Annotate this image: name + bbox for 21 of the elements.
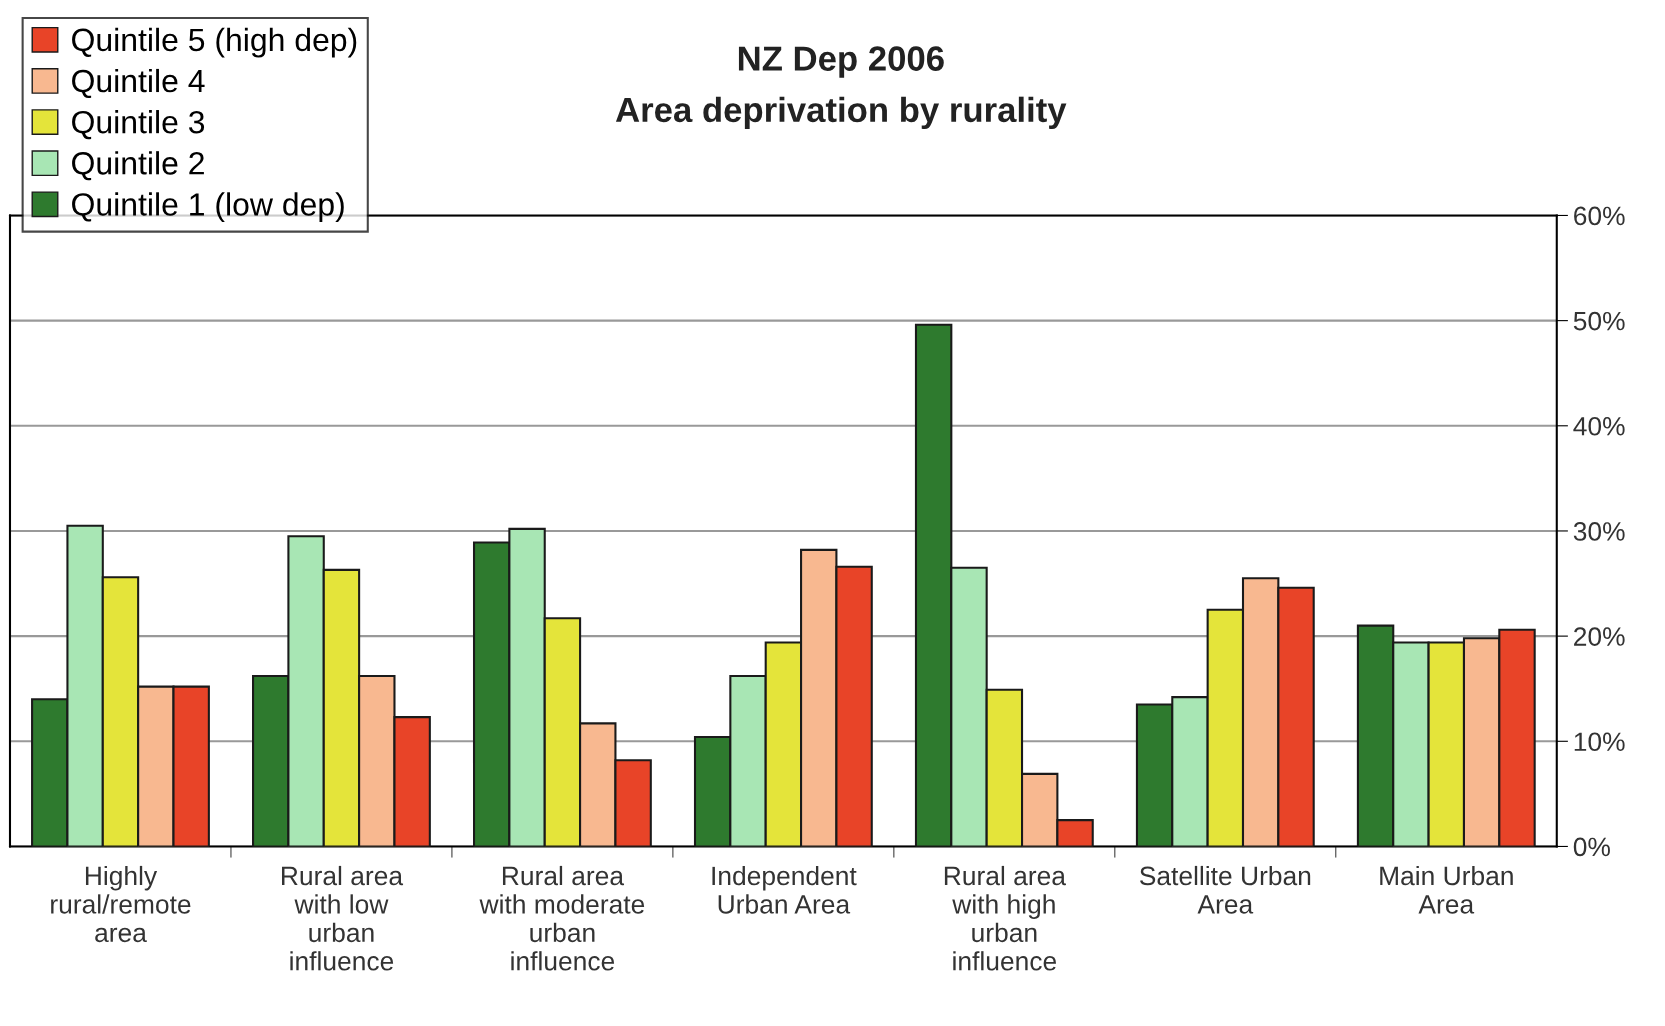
- legend-label: Quintile 3: [72, 110, 205, 140]
- chart-title: NZ Dep 2006: [738, 46, 944, 78]
- legend-label: Quintile 2: [72, 151, 204, 181]
- x-tick-label: Highly rural/remote area: [51, 865, 191, 943]
- legend-label: Quintile 1 (low dep): [72, 192, 344, 223]
- x-tick-label: Rural area with high urban influence: [944, 865, 1066, 971]
- x-tick-label: Rural area with moderate urban influence: [479, 865, 645, 971]
- y-tick-label: 40%: [1573, 416, 1625, 436]
- y-tick-label: 10%: [1574, 732, 1625, 752]
- x-tick-label: Satellite Urban Area: [1139, 865, 1311, 914]
- y-tick-label: 20%: [1574, 627, 1625, 646]
- y-tick-label: 30%: [1573, 522, 1625, 541]
- y-tick-label: 60%: [1574, 206, 1625, 226]
- y-tick-label: 0%: [1573, 837, 1610, 857]
- legend-label: Quintile 4: [72, 68, 205, 99]
- x-tick-label: Main Urban Area: [1380, 865, 1513, 914]
- x-tick-label: Independent Urban Area: [712, 865, 857, 914]
- x-tick-label: Rural area with low urban influence: [282, 865, 404, 971]
- y-tick-label: 50%: [1573, 311, 1625, 331]
- legend-label: Quintile 5 (high dep): [72, 27, 357, 58]
- chart-subtitle: Area deprivation by rurality: [615, 96, 1067, 130]
